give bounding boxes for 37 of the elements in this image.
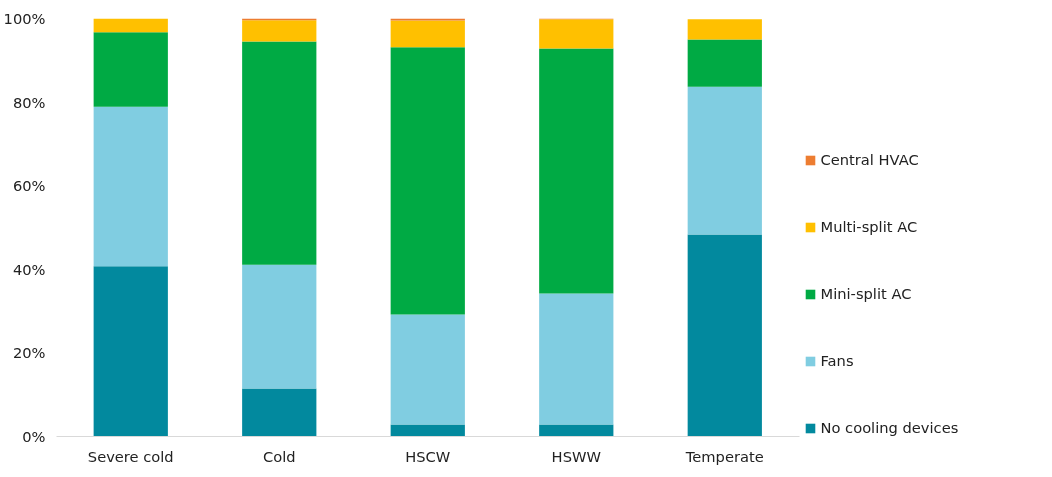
y-tick-label: 20% <box>12 344 46 362</box>
bar <box>390 18 465 21</box>
bar <box>242 264 317 389</box>
bar <box>539 48 614 294</box>
legend-label: Fans <box>820 352 854 369</box>
legend-label: Multi-split AC <box>820 218 918 235</box>
x-tick-label: HSWW <box>551 447 602 465</box>
bar <box>242 20 317 42</box>
y-tick-label: 80% <box>12 93 46 111</box>
legend-label: Mini-split AC <box>820 285 912 302</box>
bar <box>687 39 762 87</box>
bar <box>390 424 465 437</box>
y-tick-label: 40% <box>12 260 46 278</box>
bar <box>93 18 168 33</box>
bar <box>242 388 317 437</box>
y-tick-label: 0% <box>22 428 46 445</box>
bar <box>242 41 317 265</box>
x-tick-label: Temperate <box>684 447 764 465</box>
bar <box>93 266 168 437</box>
legend-label: Central HVAC <box>820 151 919 168</box>
x-tick-label: HSCW <box>405 447 451 465</box>
bar <box>687 234 762 437</box>
bar <box>539 19 614 49</box>
bar <box>539 424 614 437</box>
legend-label: No cooling devices <box>820 419 959 436</box>
bar <box>93 32 168 107</box>
bar <box>390 20 465 48</box>
bar <box>390 47 465 315</box>
x-tick-label: Cold <box>262 447 296 465</box>
bar <box>539 293 614 425</box>
bar <box>390 314 465 425</box>
y-tick-label: 100% <box>3 10 46 27</box>
y-tick-label: 60% <box>12 177 46 195</box>
bar <box>687 19 762 40</box>
x-tick-label: Severe cold <box>87 447 174 465</box>
bar <box>687 86 762 235</box>
bar <box>93 106 168 267</box>
